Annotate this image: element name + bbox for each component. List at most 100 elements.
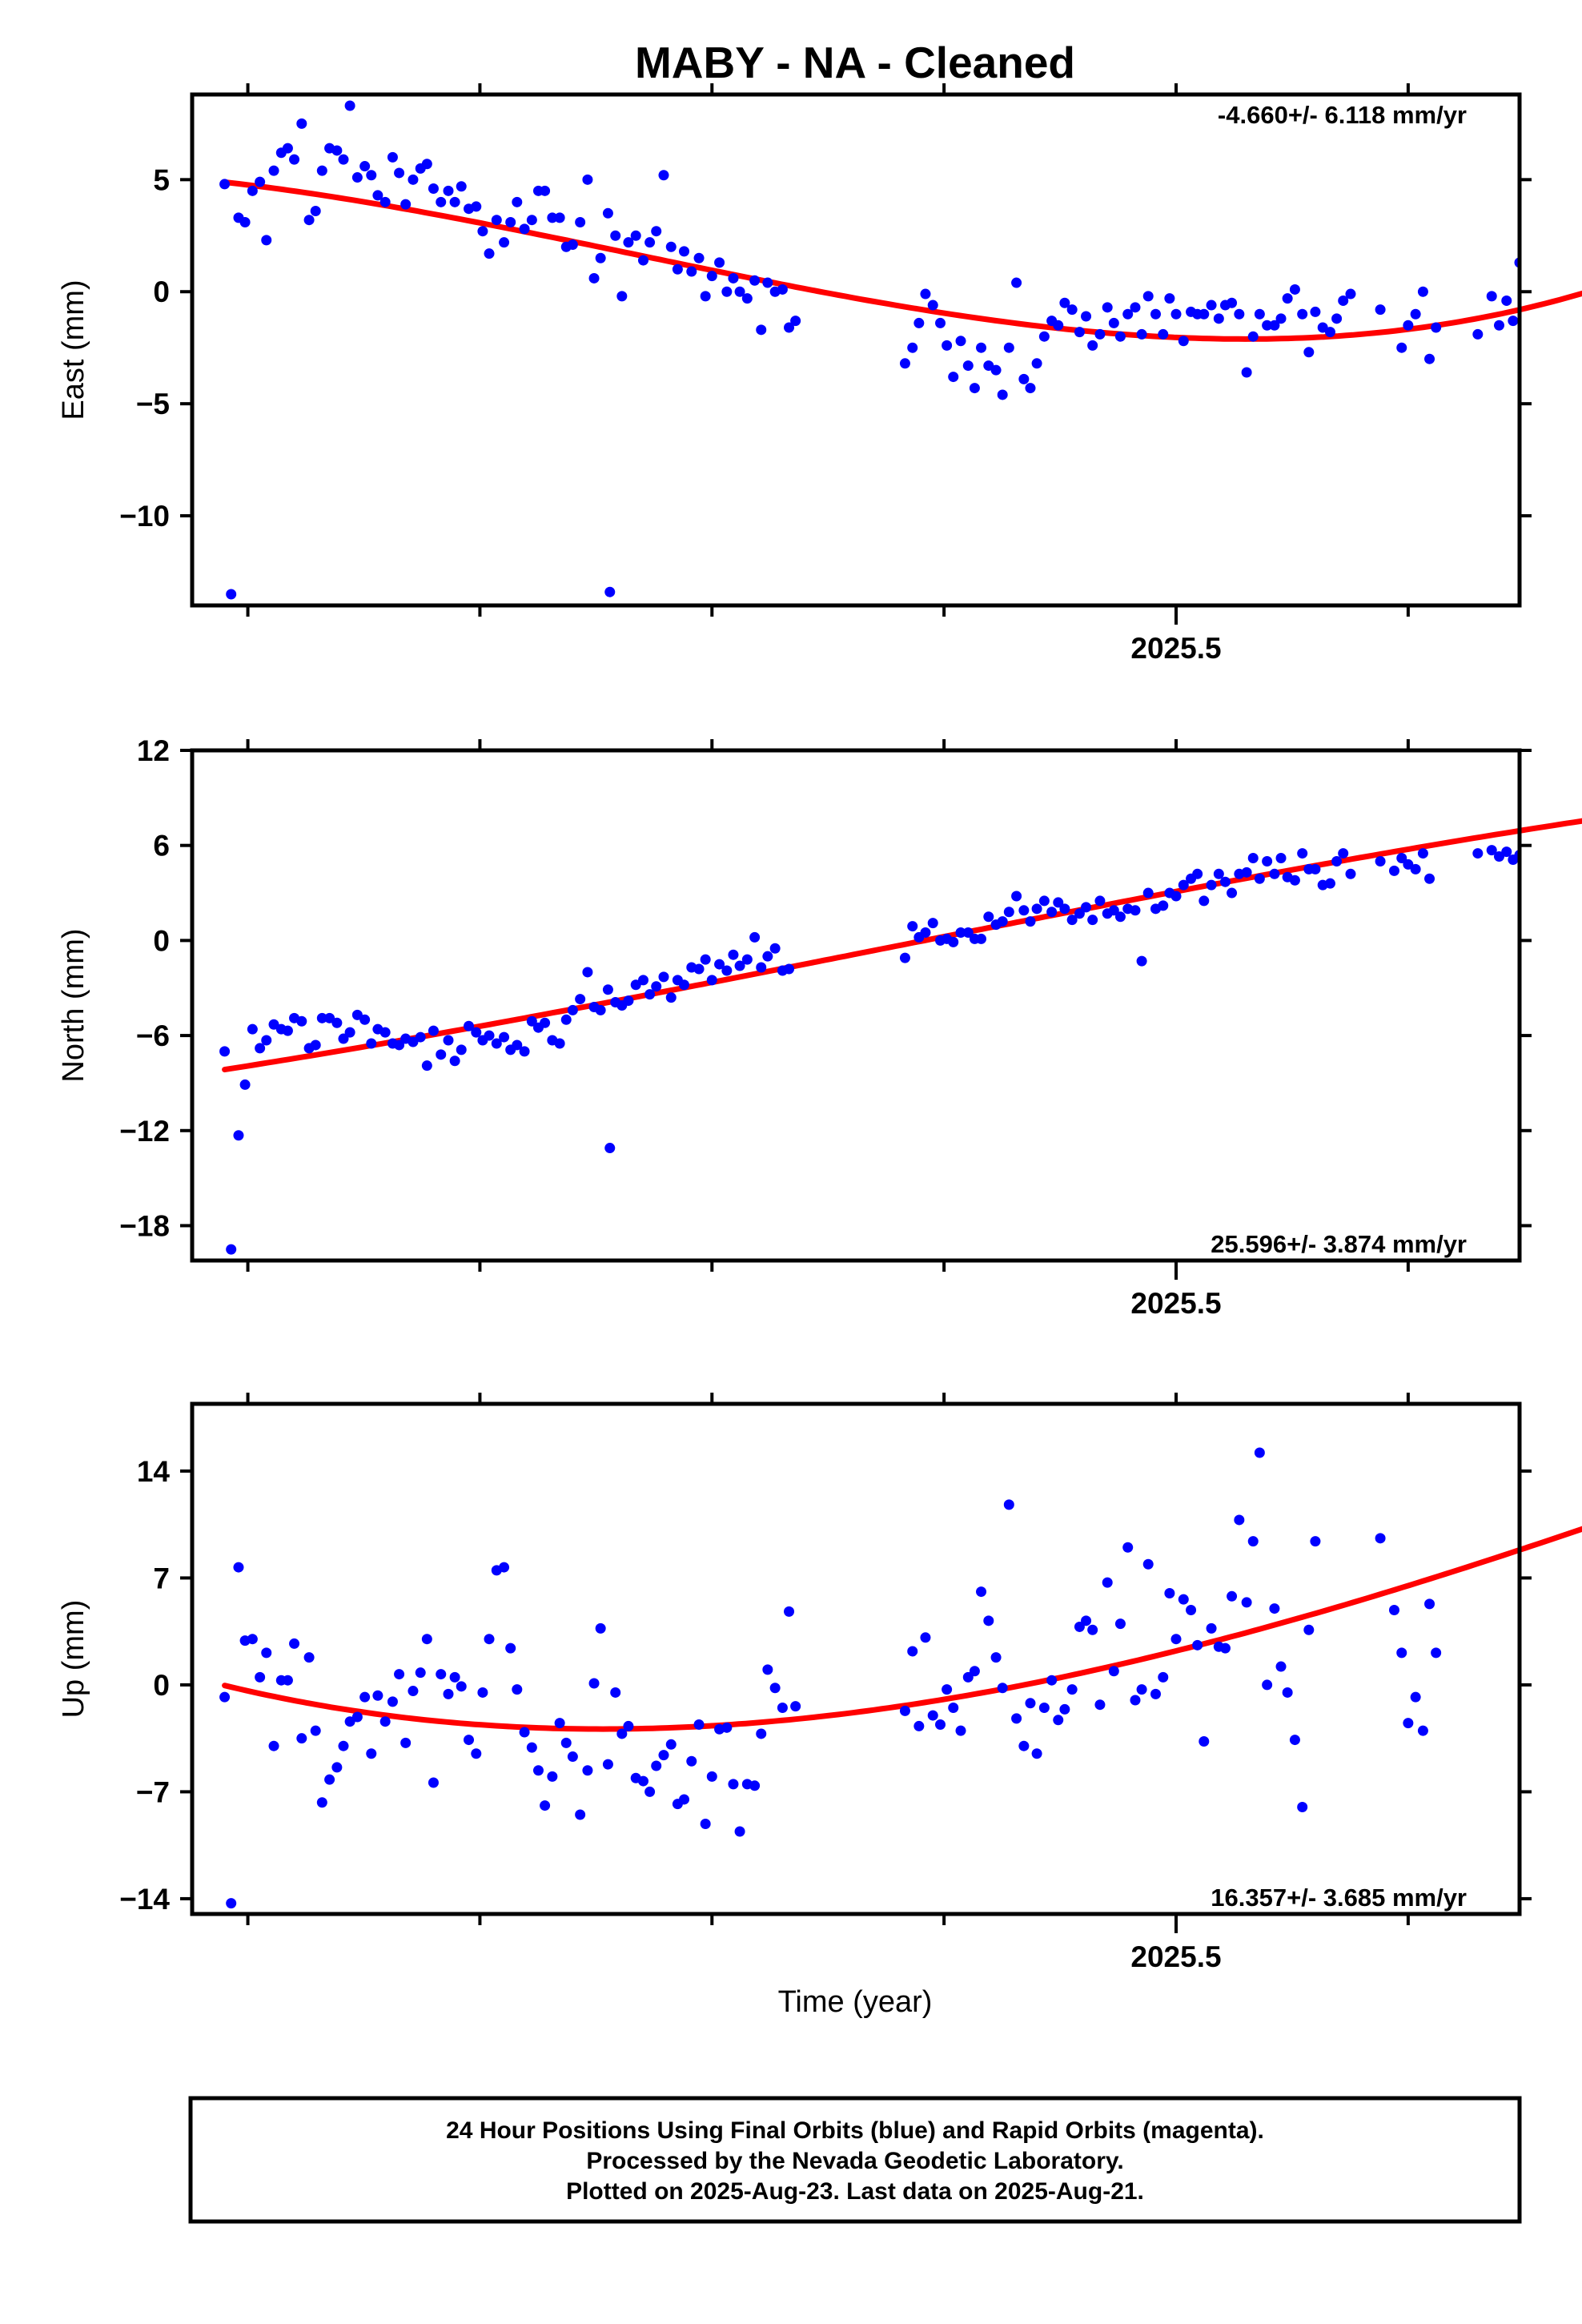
east-final-point [582,174,593,185]
east-final-point [672,263,683,275]
east-fit-layer [222,179,1582,342]
east-final-point [1136,328,1147,340]
north-final-point [1136,955,1147,967]
up-final-point [1192,1639,1203,1651]
north-final-point [1501,846,1512,858]
east-final-point [1122,308,1134,320]
up-final-point [1018,1740,1030,1751]
up-final-point [1262,1679,1273,1691]
north-final-point [519,1046,530,1057]
up-final-point [1431,1647,1442,1659]
north-fit-curve [222,818,1582,1073]
up-rapid-point [1542,1565,1552,1575]
north-final-point [602,984,613,995]
north-ytick-label: 6 [153,830,170,862]
north-final-point [464,1020,475,1031]
up-final-point [338,1740,349,1751]
north-final-point [1170,891,1182,902]
north-final-point [239,1079,251,1090]
panel-north: 12 6 0 −6 −12 −18 2025.5 North (mm) 25.596+/-… [57,734,1582,1320]
up-final-point [749,1780,761,1791]
east-final-point [1150,308,1161,320]
x-axis-label: Time (year) [778,1985,933,2019]
east-final-point [1431,322,1442,333]
up-final-point [282,1675,293,1686]
east-final-point [962,360,974,372]
east-final-point [942,340,953,351]
east-final-point [449,196,460,207]
east-final-point [721,286,733,297]
east-final-point [756,324,767,336]
east-final-point [1102,302,1113,313]
up-final-point [575,1809,586,1820]
up-final-point [1031,1748,1042,1759]
up-rate-label: 16.357+/- 3.685 mm/yr [1211,1884,1467,1912]
east-y-label: East (mm) [57,279,90,420]
east-rapid-point [1560,500,1571,510]
east-final-point [1031,358,1042,369]
up-final-point [415,1667,426,1679]
up-final-point [233,1562,244,1573]
north-final-point [927,918,938,929]
up-rapid-point [1570,1432,1580,1442]
up-final-point [983,1615,994,1626]
east-final-point [303,215,315,226]
north-final-point [1388,865,1399,876]
up-final-point [1424,1598,1435,1610]
up-final-point [769,1683,781,1694]
up-ytick-label: 7 [153,1562,170,1594]
up-final-point [693,1719,705,1731]
up-final-point [449,1671,460,1683]
up-final-point [1234,1514,1245,1526]
east-final-point [1289,283,1300,295]
up-final-point [532,1765,544,1776]
up-final-point [1087,1624,1098,1635]
up-final-point [721,1722,733,1733]
panel-up: 14 7 0 −7 −14 2025.5 Up (mm) 16.357+/- 3.685… [57,1393,1582,1973]
up-final-point [1136,1684,1147,1695]
north-final-point [296,1015,307,1027]
east-final-point [338,154,349,165]
north-final-point [359,1014,371,1025]
east-final-point [899,358,910,369]
north-final-point [651,981,662,992]
up-final-point [734,1826,745,1837]
east-final-point [1025,383,1036,394]
north-final-point [1081,902,1092,913]
north-final-point [1053,897,1064,908]
up-final-point [1388,1604,1399,1615]
east-final-point [790,316,801,327]
north-final-point [1011,891,1022,902]
up-final-point [907,1646,918,1657]
north-final-point [693,963,705,975]
east-final-point [1206,300,1217,311]
east-final-point [1178,336,1189,347]
up-final-point [962,1671,974,1683]
up-final-point [400,1737,412,1748]
north-final-point [408,1036,419,1047]
up-final-point [969,1666,980,1677]
up-final-point [421,1634,432,1645]
north-final-point [728,949,739,960]
north-final-point [644,989,656,1000]
north-final-point [366,1038,377,1049]
up-final-point [1303,1624,1315,1635]
up-final-point [700,1818,711,1829]
north-points-layer [219,845,1520,1255]
north-ytick-label: 12 [137,734,170,767]
east-final-point [1324,327,1335,338]
east-final-point [359,161,371,172]
up-final-point [464,1735,475,1746]
east-final-point [219,179,231,190]
up-final-point [1114,1618,1126,1630]
east-final-point [1375,304,1386,316]
up-final-point [1011,1713,1022,1724]
up-final-point [616,1728,628,1739]
east-rapid-point [1536,318,1546,328]
north-final-point [1324,878,1335,889]
east-final-point [777,283,788,295]
up-final-point [540,1800,551,1811]
north-final-point [706,975,717,986]
east-xtick-label: 2025.5 [1130,632,1221,665]
east-final-point [610,230,621,241]
